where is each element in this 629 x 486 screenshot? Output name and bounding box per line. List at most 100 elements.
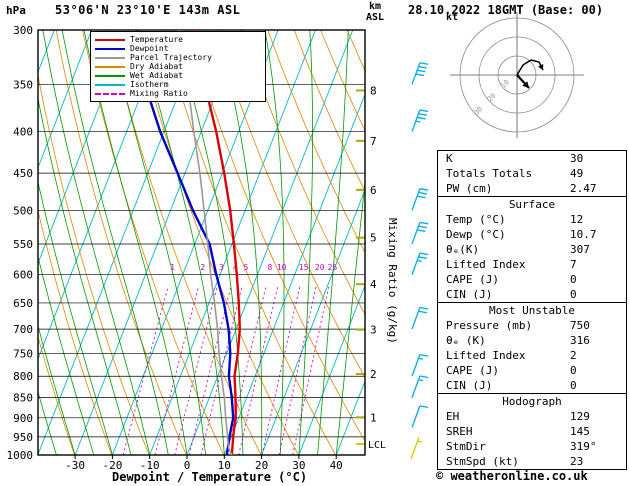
wind-barb — [410, 437, 423, 460]
table-row: SREH 145 — [438, 424, 626, 439]
km-tick-label: 7 — [370, 135, 377, 148]
wind-barb — [411, 62, 429, 85]
km-tick-label: 2 — [370, 368, 377, 381]
table-row-value: 0 — [570, 288, 577, 301]
wind-barb — [411, 221, 429, 245]
x-axis-title: Dewpoint / Temperature (°C) — [112, 470, 308, 484]
mixing-ratio-line — [174, 286, 218, 455]
mixing-ratio-label: 15 — [299, 263, 309, 272]
table-row: CIN (J) 0 — [438, 378, 626, 393]
table-row: θₑ(K) 307 — [438, 242, 626, 257]
legend-item: Dry Adiabat — [95, 62, 261, 71]
legend-label: Dewpoint — [130, 44, 169, 53]
pressure-tick-label: 800 — [13, 370, 33, 383]
lcl-label: LCL — [368, 440, 386, 451]
legend-item: Mixing Ratio — [95, 89, 261, 98]
table-row-value: 145 — [570, 425, 590, 438]
table-row: Totals Totals 49 — [438, 166, 626, 181]
run-datetime: 28.10.2022 18GMT (Base: 00) — [408, 3, 604, 17]
legend-item: Dewpoint — [95, 44, 261, 53]
altitude-axis-unit-asl: ASL — [366, 12, 385, 23]
mixing-ratio-line — [278, 286, 317, 455]
isotherm-line — [186, 30, 354, 455]
mixing-ratio-label: 10 — [277, 263, 287, 272]
legend-item: Isotherm — [95, 80, 261, 89]
table-row-value: 30 — [570, 152, 584, 165]
wet-adiabat-line — [38, 324, 76, 455]
wet-adiabat-line — [317, 30, 349, 455]
table-section-header: Most Unstable — [438, 302, 626, 318]
table-row-label: StmSpd (kt) — [446, 455, 519, 468]
legend-swatch — [95, 74, 125, 77]
table-section-header: Hodograph — [438, 393, 626, 409]
hodo-ring — [497, 55, 537, 95]
pressure-tick-label: 350 — [13, 78, 33, 91]
isotherm-line — [261, 188, 365, 455]
table-row: Pressure (mb) 750 — [438, 318, 626, 333]
table-row-label: CAPE (J) — [446, 364, 499, 377]
table-row-label: SREH — [446, 425, 473, 438]
pressure-tick-label: 600 — [13, 269, 33, 282]
wet-adiabat-line — [264, 30, 285, 455]
mixing-ratio-label: 25 — [328, 263, 338, 272]
mixing-ratio-line — [225, 286, 267, 455]
legend-item: Parcel Trajectory — [95, 53, 261, 62]
table-row-label: CIN (J) — [446, 288, 493, 301]
dewpoint-curve — [135, 30, 235, 455]
hodo-ring — [478, 36, 556, 114]
hodo-ring-label: 30 — [472, 105, 484, 117]
table-row: K 30 — [438, 151, 626, 166]
table-row-value: 129 — [570, 410, 590, 423]
table-row-value: 316 — [570, 334, 590, 347]
wind-barb — [411, 109, 429, 132]
wind-barb — [411, 353, 429, 377]
wind-barb — [411, 375, 429, 398]
legend-label: Wet Adiabat — [130, 71, 183, 80]
dry-adiabat-line — [293, 30, 365, 193]
legend-label: Parcel Trajectory — [130, 53, 212, 62]
table-row: EH 129 — [438, 409, 626, 424]
table-row-value: 7 — [570, 258, 577, 271]
mixing-ratio-line — [261, 286, 301, 455]
isotherm-line — [38, 30, 93, 169]
pressure-tick-label: 650 — [13, 297, 33, 310]
table-row: Lifted Index 7 — [438, 257, 626, 272]
table-row: CIN (J) 0 — [438, 287, 626, 302]
table-row-value: 0 — [570, 379, 577, 392]
table-row-value: 23 — [570, 455, 584, 468]
copyright: © weatheronline.co.uk — [436, 469, 588, 483]
table-row-label: Totals Totals — [446, 167, 533, 180]
plot-frame — [37, 29, 366, 456]
mixing-ratio-label: 5 — [244, 263, 249, 272]
pressure-tick-label: 850 — [13, 392, 33, 405]
legend-swatch — [95, 47, 125, 50]
temperature-curve — [191, 30, 241, 455]
table-row: Lifted Index 2 — [438, 348, 626, 363]
temp-tick-label: -20 — [102, 459, 122, 472]
table-row: Temp (°C) 12 — [438, 212, 626, 227]
parcel-trajectory-curve — [178, 30, 233, 455]
table-row-value: 0 — [570, 364, 577, 377]
legend-label: Mixing Ratio — [130, 89, 188, 98]
table-row-label: Dewp (°C) — [446, 228, 506, 241]
isotherm-line — [335, 379, 365, 455]
mixing-ratio-label: 20 — [315, 263, 325, 272]
table-row-label: PW (cm) — [446, 182, 493, 195]
hodo-ring-label: 10 — [499, 78, 511, 90]
altitude-axis-unit-km: km — [369, 1, 382, 12]
hodo-arrowhead — [538, 64, 544, 70]
table-row-label: θₑ (K) — [446, 334, 486, 347]
table-row: θₑ (K) 316 — [438, 333, 626, 348]
table-row-value: 750 — [570, 319, 590, 332]
pressure-tick-label: 500 — [13, 204, 33, 217]
legend-label: Isotherm — [130, 80, 169, 89]
km-tick-label: 4 — [370, 278, 377, 291]
pressure-tick-label: 450 — [13, 167, 33, 180]
table-row: CAPE (J) 0 — [438, 363, 626, 378]
legend-swatch — [95, 83, 125, 86]
table-row-value: 0 — [570, 273, 577, 286]
legend-swatch — [95, 92, 125, 95]
hodo-ring-label: 20 — [486, 92, 498, 104]
wet-adiabat-line — [38, 390, 57, 455]
table-row: StmSpd (kt) 23 — [438, 454, 626, 469]
